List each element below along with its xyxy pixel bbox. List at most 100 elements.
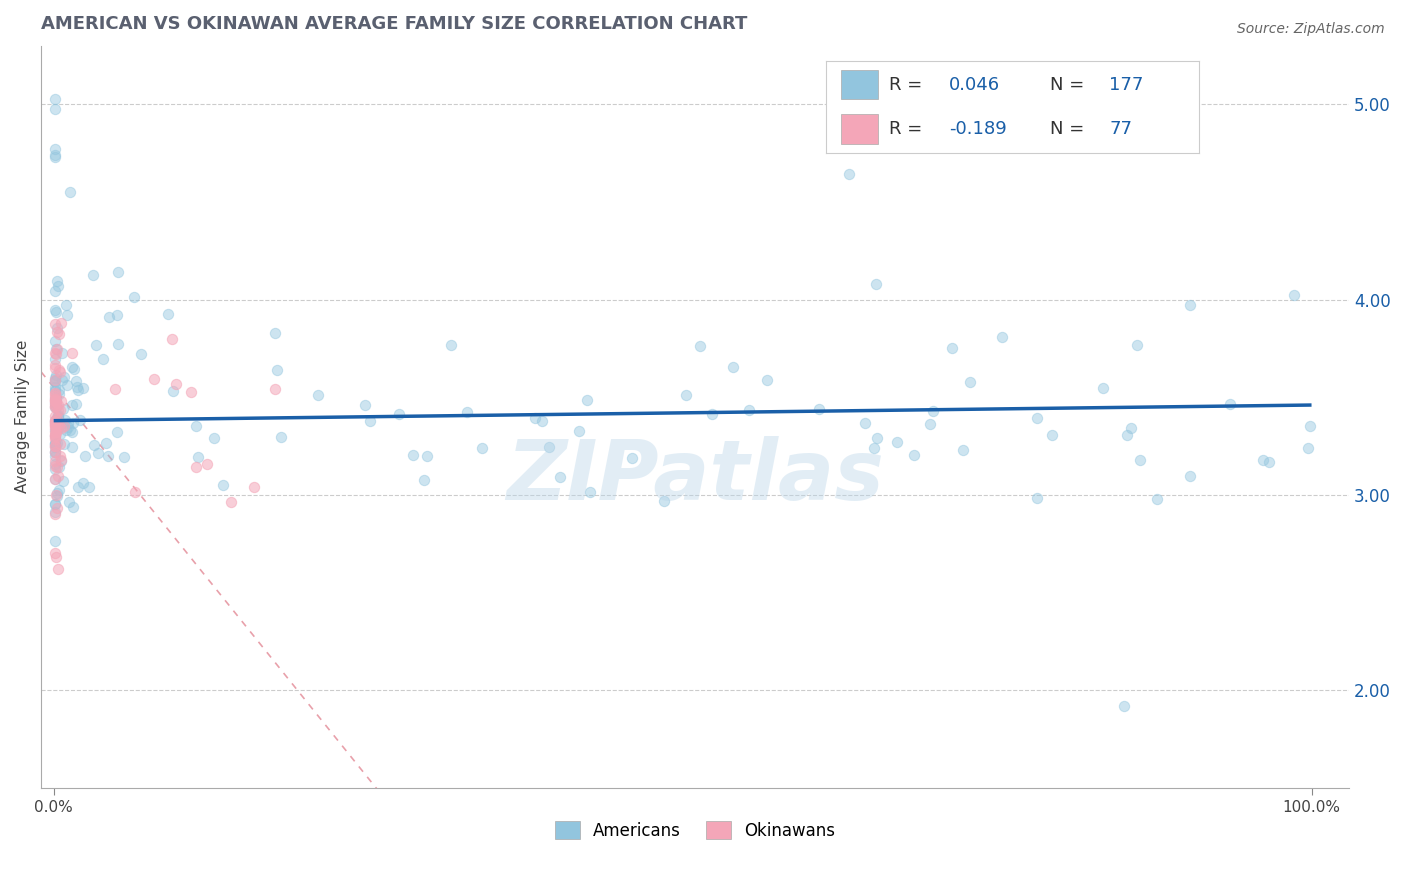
Point bbox=[62, 362, 84, 376]
Point bbox=[44, 437, 66, 451]
Point bbox=[44, 351, 66, 366]
Point bbox=[44, 497, 66, 511]
Point bbox=[738, 402, 761, 417]
Point bbox=[440, 338, 463, 352]
Point bbox=[44, 318, 66, 332]
Point bbox=[44, 546, 66, 560]
Point bbox=[44, 394, 66, 409]
Point bbox=[270, 430, 292, 444]
Point bbox=[952, 442, 974, 457]
Point bbox=[60, 398, 83, 412]
Point bbox=[105, 425, 128, 439]
Point bbox=[46, 410, 69, 425]
Point bbox=[46, 486, 69, 500]
Point bbox=[46, 420, 69, 434]
Point bbox=[45, 368, 67, 382]
Point bbox=[45, 393, 67, 408]
Point bbox=[1178, 297, 1201, 311]
Point bbox=[107, 265, 129, 279]
Point bbox=[52, 369, 75, 384]
Point bbox=[44, 415, 66, 429]
Point bbox=[79, 479, 101, 493]
Point bbox=[65, 374, 87, 388]
Point bbox=[160, 332, 183, 346]
Point bbox=[44, 439, 66, 453]
Point bbox=[104, 382, 127, 396]
Point bbox=[46, 279, 69, 293]
Point bbox=[51, 373, 73, 387]
Point bbox=[46, 489, 69, 503]
Point bbox=[44, 421, 66, 435]
Point bbox=[44, 396, 66, 410]
Point bbox=[44, 397, 66, 411]
Point bbox=[307, 388, 329, 402]
Point bbox=[44, 400, 66, 414]
Point bbox=[45, 460, 67, 475]
Point bbox=[531, 414, 554, 428]
Point bbox=[46, 435, 69, 450]
Point bbox=[44, 454, 66, 468]
Point bbox=[44, 428, 66, 442]
Point bbox=[1119, 421, 1142, 435]
Point bbox=[48, 365, 70, 379]
Point bbox=[97, 450, 120, 464]
Point bbox=[524, 411, 547, 425]
Point bbox=[98, 310, 121, 324]
Text: ZIPatlas: ZIPatlas bbox=[506, 435, 884, 516]
Point bbox=[1251, 452, 1274, 467]
Y-axis label: Average Family Size: Average Family Size bbox=[15, 340, 30, 493]
Point bbox=[49, 394, 72, 409]
Point bbox=[44, 373, 66, 387]
Point bbox=[44, 401, 66, 415]
Point bbox=[66, 383, 89, 397]
Point bbox=[44, 507, 66, 521]
Point bbox=[44, 150, 66, 164]
Point bbox=[51, 453, 73, 467]
Point bbox=[1025, 410, 1047, 425]
Text: AMERICAN VS OKINAWAN AVERAGE FAMILY SIZE CORRELATION CHART: AMERICAN VS OKINAWAN AVERAGE FAMILY SIZE… bbox=[41, 15, 748, 33]
Point bbox=[44, 387, 66, 401]
Point bbox=[44, 142, 66, 156]
Point bbox=[44, 147, 66, 161]
Point bbox=[48, 483, 70, 498]
Point bbox=[675, 388, 697, 402]
Point bbox=[44, 471, 66, 485]
Point bbox=[48, 417, 70, 432]
Point bbox=[45, 343, 67, 357]
Point bbox=[1129, 452, 1152, 467]
Point bbox=[72, 381, 94, 395]
Point bbox=[44, 392, 66, 407]
Point bbox=[44, 384, 66, 398]
Point bbox=[72, 476, 94, 491]
Point bbox=[1146, 492, 1168, 507]
Point bbox=[56, 416, 79, 430]
Point bbox=[44, 497, 66, 511]
Point bbox=[263, 382, 285, 396]
Point bbox=[49, 403, 72, 417]
Point bbox=[652, 494, 675, 508]
Point bbox=[44, 374, 66, 388]
Point bbox=[1126, 338, 1149, 352]
Point bbox=[1296, 441, 1319, 455]
Point bbox=[44, 459, 66, 474]
Point bbox=[918, 417, 941, 431]
Point bbox=[941, 341, 963, 355]
Point bbox=[44, 370, 66, 384]
Point bbox=[44, 412, 66, 426]
Point bbox=[45, 400, 67, 414]
Point bbox=[48, 449, 70, 463]
Point bbox=[44, 450, 66, 464]
Point bbox=[143, 372, 166, 386]
Point bbox=[44, 457, 66, 471]
Point bbox=[45, 347, 67, 361]
Point bbox=[44, 418, 66, 433]
Point bbox=[49, 437, 72, 451]
Point bbox=[124, 485, 146, 500]
Point bbox=[44, 471, 66, 485]
Point bbox=[48, 460, 70, 475]
Point bbox=[388, 407, 411, 421]
Point bbox=[44, 359, 66, 373]
Point bbox=[48, 363, 70, 377]
Point bbox=[45, 325, 67, 339]
Point bbox=[44, 439, 66, 453]
